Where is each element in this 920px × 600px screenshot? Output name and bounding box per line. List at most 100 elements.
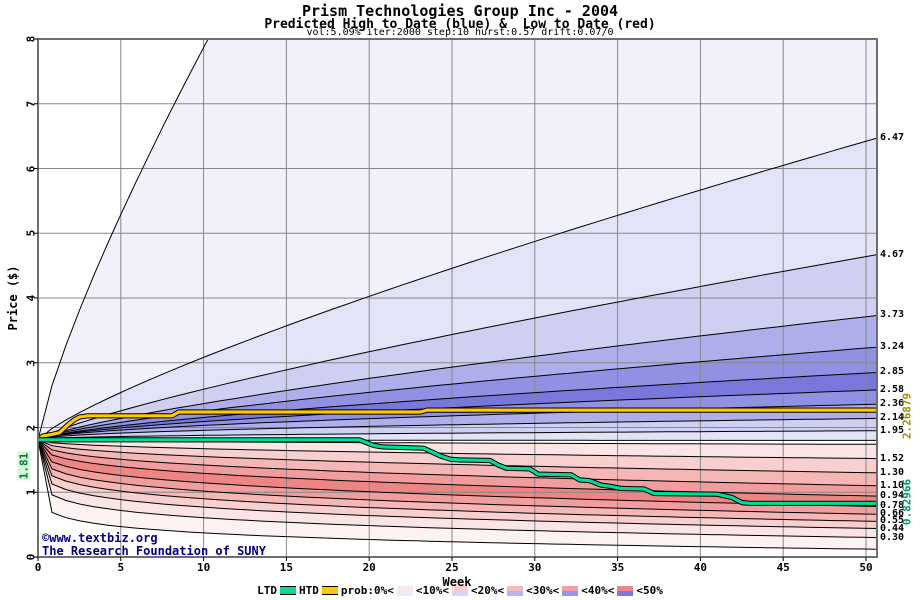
x-tick-label: 40 <box>693 561 708 574</box>
legend-band-swatch <box>617 585 634 596</box>
swatch-blue-half <box>562 590 579 596</box>
percentile-boundary-line <box>38 439 877 529</box>
high-band-fill <box>38 389 877 440</box>
y-tick-label: 5 <box>24 229 38 237</box>
chart-subtitle: Predicted High to Date (blue) & Low to D… <box>264 17 656 32</box>
band-value-label: 0.55 <box>880 515 905 527</box>
y-tick-label: 7 <box>24 100 38 108</box>
legend-prob-label: <50% <box>636 584 663 597</box>
percentile-boundary-line <box>38 315 877 441</box>
percentile-boundary-line <box>38 439 877 550</box>
swatch-red-half <box>617 585 634 591</box>
low-band-fill <box>38 439 877 486</box>
percentile-boundary-line <box>38 39 209 440</box>
swatch-red-half <box>396 585 413 591</box>
percentile-boundary-line <box>38 389 877 441</box>
chart-legend: LTD HTD prob:0%< <10%< <20%< <30%< <40%< <50% <box>0 584 920 597</box>
legend-prob-label: <10%< <box>415 584 449 597</box>
htd-final-value-label: 2.26879 <box>900 392 914 440</box>
band-value-label: 2.36 <box>880 398 905 410</box>
legend-htd-label: HTD <box>299 584 319 597</box>
band-value-label: 0.66 <box>880 508 905 520</box>
y-tick-label: 3 <box>24 359 38 367</box>
high-band-fill <box>38 39 877 440</box>
low-band-fill <box>38 439 877 550</box>
high-band-fill <box>38 315 877 440</box>
ltd-step-line <box>38 438 876 505</box>
y-tick-label: 2 <box>24 424 38 431</box>
percentile-boundary-line <box>38 439 877 487</box>
x-tick-label: 45 <box>776 561 790 574</box>
high-band-fill <box>38 347 877 440</box>
high-band-fill <box>38 254 877 440</box>
legend-band-swatch <box>562 585 579 596</box>
swatch-blue-half <box>396 590 413 596</box>
x-tick-label: 50 <box>859 561 873 574</box>
band-value-label: 2.58 <box>880 383 905 395</box>
legend-band-swatch <box>396 585 413 596</box>
ltd-final-value-label: 0.82966 <box>900 478 914 526</box>
percentile-boundary-line <box>38 439 877 474</box>
legend-band-swatch <box>507 585 524 596</box>
x-tick-label: 35 <box>610 561 625 574</box>
high-band-fill <box>38 138 877 440</box>
low-band-fill <box>38 439 877 515</box>
band-value-label: 0.78 <box>880 500 905 512</box>
x-tick-label: 15 <box>279 561 294 574</box>
low-band-fill <box>38 439 877 459</box>
legend-band-swatch <box>451 585 468 596</box>
x-tick-label: 0 <box>34 561 42 574</box>
band-value-label: 2.14 <box>880 412 905 424</box>
band-value-label: 3.24 <box>880 341 905 353</box>
legend-probability-items: prob:0%< <10%< <20%< <30%< <40%< <50% <box>341 584 663 597</box>
percentile-boundary-line <box>38 439 877 539</box>
percentile-boundary-line <box>38 254 877 441</box>
high-band-fill <box>38 404 877 440</box>
x-tick-label: 20 <box>362 561 376 574</box>
swatch-blue-half <box>617 590 634 596</box>
percentile-boundary-line <box>38 439 877 515</box>
x-tick-label: 5 <box>117 561 125 574</box>
low-band-fill <box>38 439 877 538</box>
chart-title: Prism Technologies Group Inc - 2004 <box>301 2 619 20</box>
band-value-label: 3.73 <box>880 309 905 321</box>
legend-prob-label: <20%< <box>470 584 505 597</box>
swatch-red-half <box>507 585 524 591</box>
percentile-boundary-line <box>38 137 877 441</box>
band-value-label: 1.52 <box>880 452 905 464</box>
percentile-boundary-line <box>38 439 877 522</box>
x-tick-label: 10 <box>196 561 211 574</box>
swatch-blue-half <box>507 590 524 596</box>
start-price-label: 1.81 <box>17 451 31 481</box>
band-value-label: 1.10 <box>880 479 905 491</box>
band-value-label: 1.30 <box>880 466 905 478</box>
y-tick-label: 0 <box>24 553 38 561</box>
swatch-red-half <box>562 585 579 591</box>
low-band-fill <box>38 439 877 507</box>
y-tick-label: 4 <box>24 294 38 302</box>
band-value-label: 6.47 <box>880 132 905 144</box>
band-value-label: 0.44 <box>880 522 905 534</box>
low-band-fill <box>38 439 877 497</box>
copyright-link[interactable]: ©www.textbiz.org <box>42 531 158 545</box>
percentile-boundary-line <box>38 439 877 507</box>
band-value-label: 1.95 <box>880 424 905 436</box>
y-axis-title: Price ($) <box>6 265 20 331</box>
x-tick-label: 25 <box>445 561 459 574</box>
swatch-blue-half <box>451 590 468 596</box>
low-band-fill <box>38 439 877 522</box>
percentile-boundary-line <box>38 439 877 460</box>
band-value-label: 0.30 <box>880 531 905 543</box>
low-band-fill <box>38 439 877 529</box>
htd-line-swatch <box>321 586 338 595</box>
legend-prob-label: prob:0%< <box>340 584 394 597</box>
percentile-boundary-line <box>38 417 877 441</box>
y-tick-label: 8 <box>24 35 38 43</box>
legend-prob-label: <40%< <box>581 584 615 597</box>
band-value-label: 0.94 <box>880 490 905 502</box>
band-value-label: 4.67 <box>880 248 905 260</box>
high-band-fill <box>38 372 877 440</box>
x-tick-label: 30 <box>528 561 542 574</box>
low-band-fill <box>38 439 877 473</box>
